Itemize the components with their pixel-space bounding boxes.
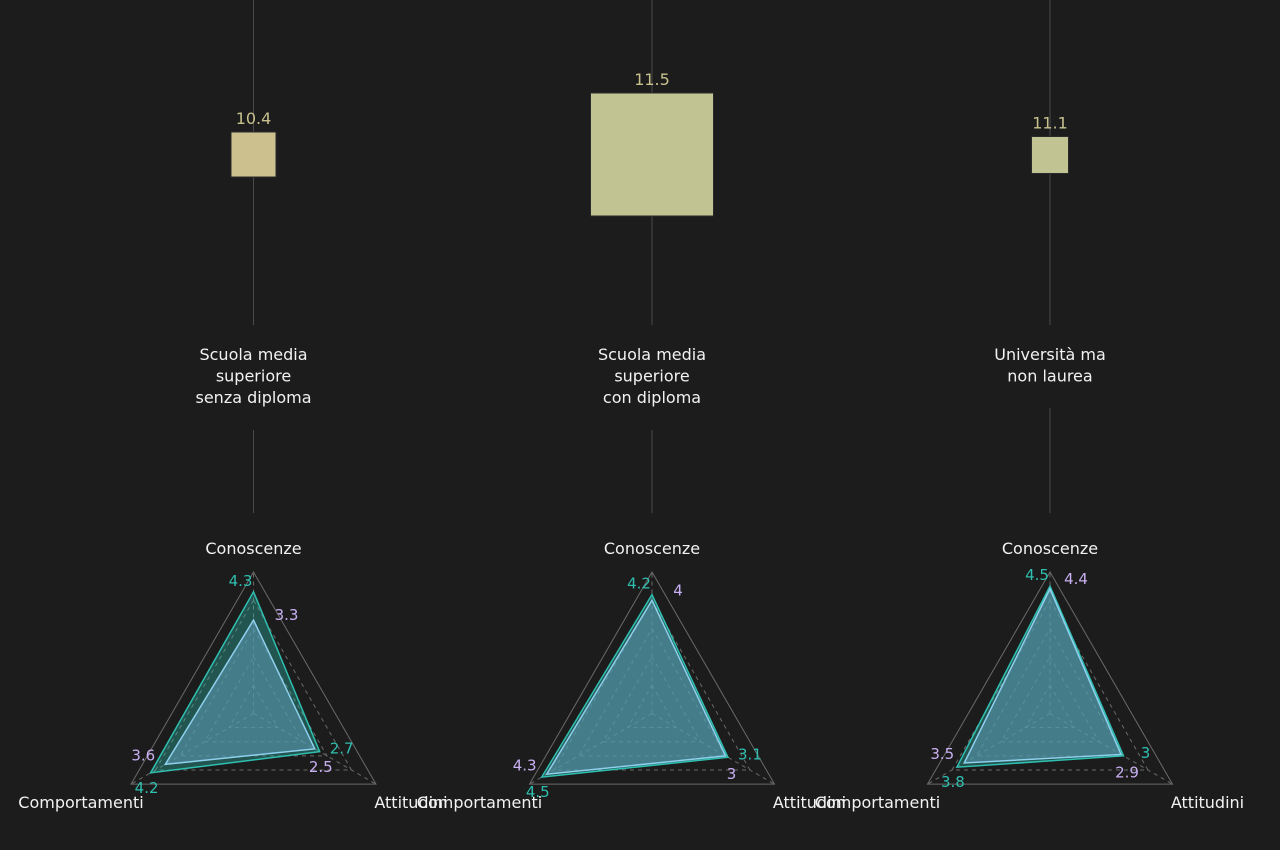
- lavender-series-polygon: [545, 598, 727, 776]
- teal-value-comportamenti: 3.8: [941, 773, 965, 791]
- lavender-value-attitudini: 2.9: [1115, 763, 1139, 781]
- radar-grid-ring: [951, 599, 1149, 771]
- lavender-value-attitudini: 2.5: [309, 758, 333, 776]
- category-label-line: Scuola media: [199, 345, 307, 364]
- teal-value-attitudini: 3.1: [738, 745, 762, 763]
- axis-label-attitudini: Attitudini: [1171, 793, 1244, 812]
- size-square: [230, 131, 277, 178]
- axis-label-comportamenti: Comportamenti: [815, 793, 940, 812]
- size-square: [590, 92, 714, 217]
- lavender-value-conoscenze: 3.3: [275, 606, 299, 624]
- size-value-label: 11.5: [634, 70, 670, 89]
- axis-label-comportamenti: Comportamenti: [417, 793, 542, 812]
- size-square: [1031, 136, 1069, 174]
- axis-label-comportamenti: Comportamenti: [18, 793, 143, 812]
- radar-outer-frame: [926, 571, 1174, 785]
- category-label-line: Università ma: [994, 345, 1106, 364]
- teal-value-conoscenze: 4.5: [1025, 566, 1049, 584]
- radar: 4.2 4 3.13 4.3 4.5 Conoscenze Attitudini Compor…: [417, 539, 846, 812]
- radar-outer-frame: [528, 571, 776, 785]
- lavender-value-comportamenti: 3.6: [131, 746, 155, 764]
- radar-grid-ring: [179, 627, 328, 757]
- axis-label-conoscenze: Conoscenze: [604, 539, 700, 558]
- teal-value-comportamenti: 4.5: [526, 783, 550, 801]
- lavender-series-polygon: [163, 618, 316, 766]
- lavender-value-comportamenti: 4.3: [513, 756, 537, 774]
- radar-outer-frame: [130, 571, 377, 785]
- teal-value-conoscenze: 4.3: [229, 572, 253, 590]
- teal-value-attitudini: 2.7: [330, 740, 354, 758]
- radar: 4.3 3.3 2.72.5 3.6 4.2 Conoscenze Attitudini Co…: [18, 539, 447, 812]
- axis-label-conoscenze: Conoscenze: [205, 539, 301, 558]
- category-label-line: superiore: [216, 367, 291, 386]
- size-value-label: 11.1: [1032, 114, 1068, 133]
- category-label-line: senza diploma: [196, 388, 312, 407]
- category-label-line: Scuola media: [598, 345, 706, 364]
- lavender-value-conoscenze: 4.4: [1064, 570, 1088, 588]
- lavender-value-conoscenze: 4: [673, 581, 683, 599]
- teal-value-conoscenze: 4.2: [627, 575, 651, 593]
- teal-value-attitudini: 3: [1141, 744, 1151, 762]
- size-value-label: 10.4: [236, 109, 272, 128]
- axis-label-conoscenze: Conoscenze: [1002, 539, 1098, 558]
- lavender-value-attitudini: 3: [727, 765, 737, 783]
- category-label-line: non laurea: [1007, 367, 1092, 386]
- axis-label-attitudini: Attitudini: [773, 793, 846, 812]
- group-1: 10.4 Scuola media superiore senza diploma 4.…: [18, 0, 448, 812]
- lavender-series-polygon: [963, 587, 1123, 764]
- lavender-value-comportamenti: 3.5: [930, 745, 954, 763]
- category-label-line: superiore: [614, 367, 689, 386]
- axis-label-attitudini: Attitudini: [374, 793, 447, 812]
- category-label-line: con diploma: [603, 388, 701, 407]
- radar-grid-ring: [154, 599, 353, 771]
- group-3: 11.1 Università ma non laurea 4.5 4.4 32.9 3.5…: [815, 0, 1244, 812]
- radar: 4.5 4.4 32.9 3.5 3.8 Conoscenze Attitudini Comp…: [815, 539, 1244, 812]
- teal-value-comportamenti: 4.2: [135, 779, 159, 797]
